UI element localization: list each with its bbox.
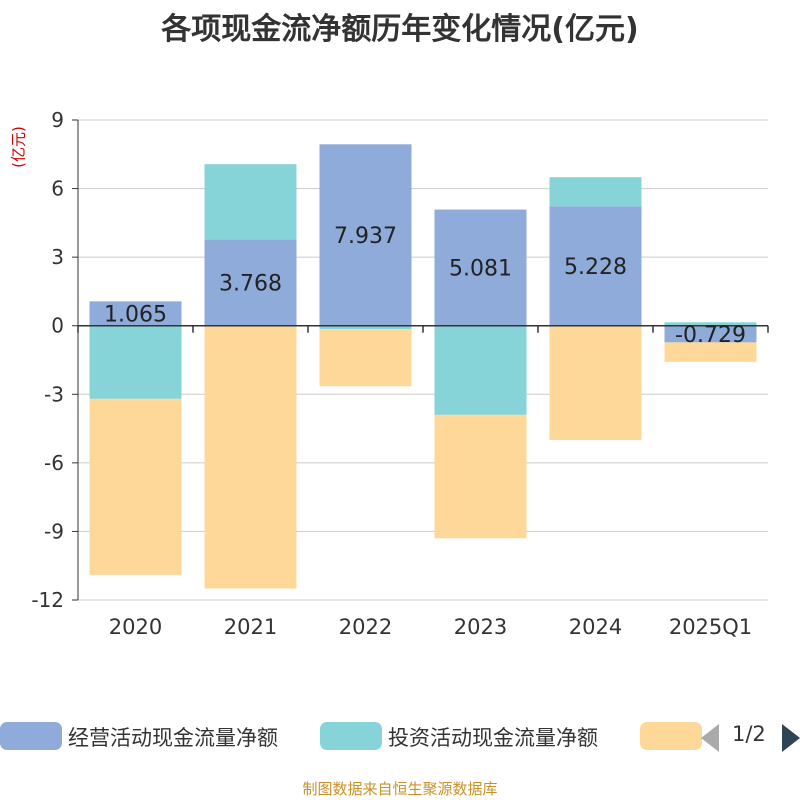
- stacked-bar-chart: 9 6 3 0 -3 -6 -9 -12 2020 2021 2022 2023 2024 2025Q1 1…: [31, 108, 769, 639]
- x-tick-label: 2025Q1: [669, 615, 752, 639]
- data-label: 7.937: [334, 224, 397, 249]
- bar-financing-2025Q1: [664, 342, 757, 362]
- bar-operating-2021: [204, 239, 297, 326]
- bar-operating-2023: [434, 209, 527, 326]
- legend-label-operating: 经营活动现金流量净额: [68, 726, 278, 750]
- y-tick-label: -6: [44, 451, 64, 475]
- y-tick-label: 6: [51, 177, 64, 201]
- bar-investing-2025Q1: [664, 322, 757, 326]
- pager-next-icon[interactable]: [782, 724, 800, 752]
- y-tick-label: -9: [44, 519, 64, 543]
- legend: 经营活动现金流量净额 投资活动现金流量净额 1/2: [0, 716, 800, 756]
- y-tick-label: 0: [51, 314, 64, 338]
- data-label: 3.768: [219, 272, 282, 297]
- bar-investing-2022: [319, 325, 412, 330]
- bar-financing-2022: [319, 329, 412, 387]
- bar-operating-2022: [319, 144, 412, 326]
- data-label: 5.228: [564, 255, 627, 280]
- bar-financing-2021: [204, 325, 297, 589]
- chart-title: 各项现金流净额历年变化情况(亿元): [161, 12, 639, 47]
- data-source-note: 制图数据来自恒生聚源数据库: [302, 780, 498, 798]
- x-tick-label: 2023: [454, 615, 507, 639]
- legend-swatch-operating: [0, 722, 62, 750]
- y-tick-label: 3: [51, 245, 64, 269]
- bar-investing-2020: [89, 325, 182, 399]
- y-tick-label: 9: [51, 108, 64, 132]
- pager-text: 1/2: [732, 722, 766, 746]
- legend-swatch-investing: [320, 722, 382, 750]
- bar-investing-2023: [434, 325, 527, 415]
- bar-operating-2020: [89, 301, 182, 326]
- bar-financing-2020: [89, 398, 182, 575]
- y-tick-label: -3: [44, 382, 64, 406]
- legend-pager: 1/2: [700, 720, 800, 754]
- legend-label-investing: 投资活动现金流量净额: [388, 726, 598, 750]
- bar-operating-2025Q1: [664, 325, 757, 343]
- bar-financing-2024: [549, 325, 642, 440]
- x-tick-label: 2021: [224, 615, 277, 639]
- data-label: 1.065: [104, 303, 167, 328]
- pager-prev-icon[interactable]: [701, 724, 719, 752]
- legend-swatch-financing: [640, 722, 702, 750]
- data-label: -0.729: [675, 323, 746, 348]
- bar-investing-2024: [549, 177, 642, 207]
- bar-financing-2023: [434, 414, 527, 539]
- x-tick-label: 2022: [339, 615, 392, 639]
- x-tick-label: 2024: [569, 615, 622, 639]
- bar-investing-2021: [204, 164, 297, 240]
- x-tick-label: 2020: [109, 615, 162, 639]
- y-tick-label: -12: [31, 588, 64, 612]
- data-label: 5.081: [449, 257, 512, 282]
- bar-operating-2024: [549, 206, 642, 326]
